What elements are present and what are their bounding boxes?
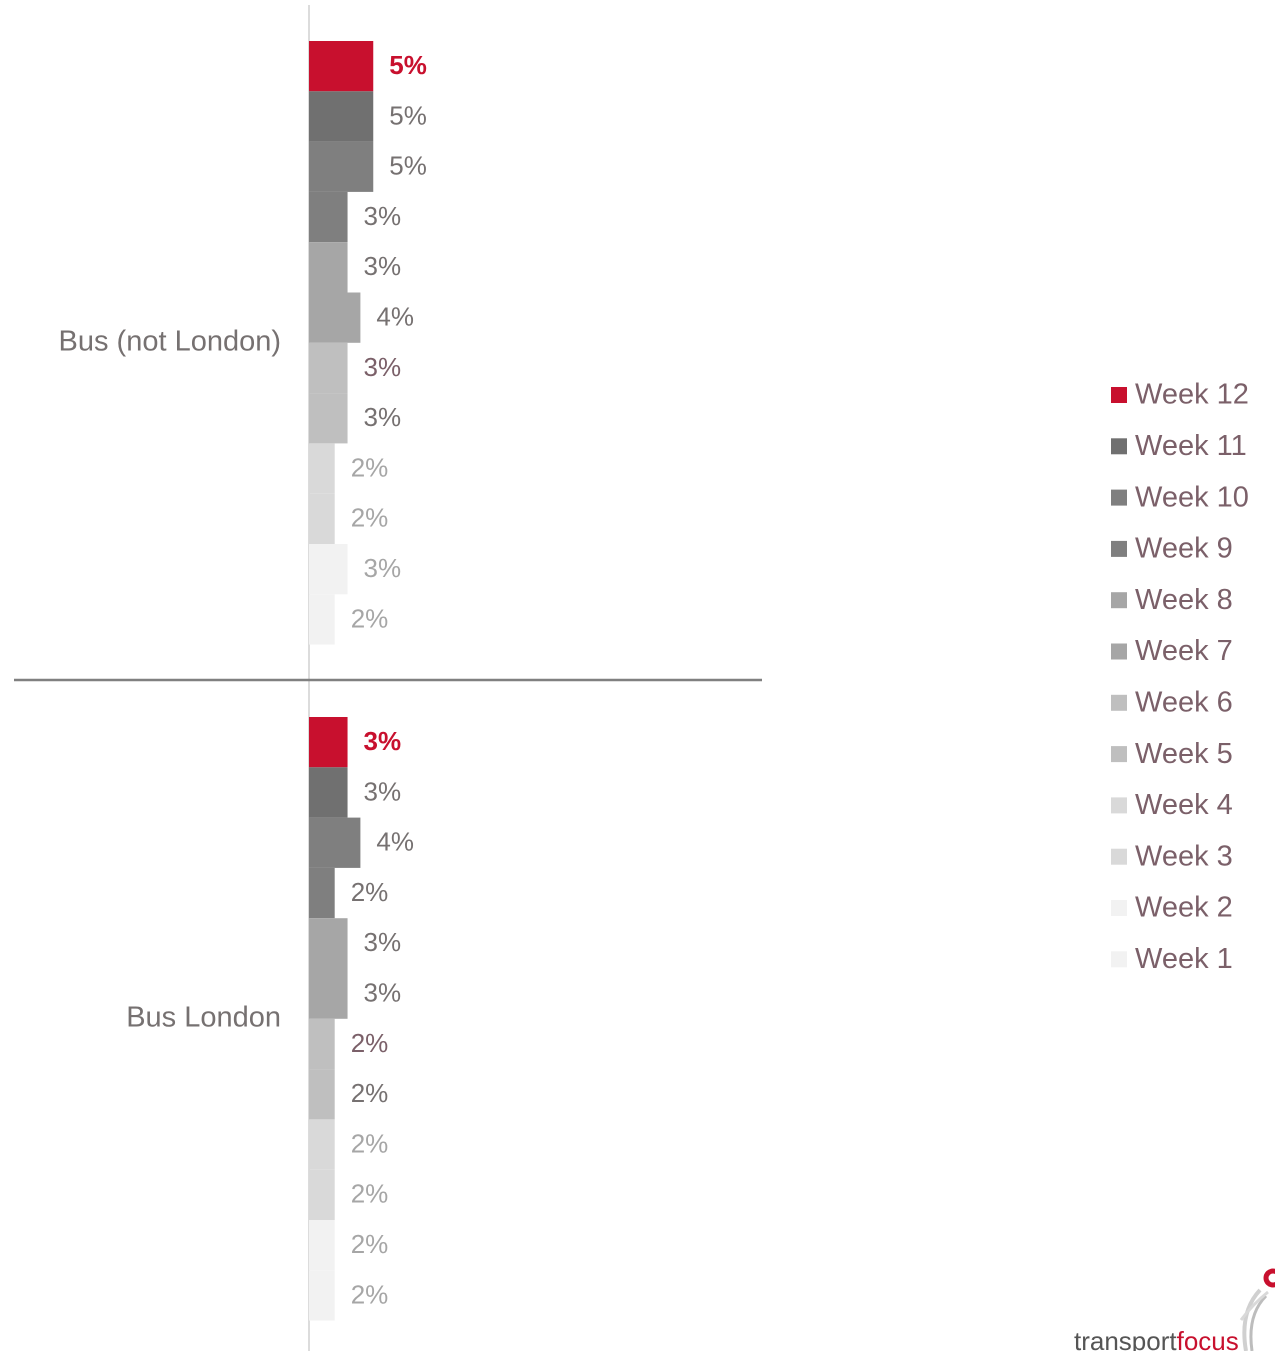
legend-swatch [1111, 489, 1127, 506]
bar [309, 191, 348, 243]
logo-text-main: transport [1074, 1326, 1177, 1351]
data-label: 3% [364, 402, 402, 432]
legend-swatch [1111, 540, 1127, 557]
legend-swatch [1111, 746, 1127, 763]
data-label: 2% [351, 503, 389, 533]
data-label: 4% [376, 827, 414, 857]
data-label: 3% [364, 553, 402, 583]
category-label: Bus (not London) [59, 326, 281, 358]
data-label: 2% [351, 1078, 389, 1108]
bar [309, 968, 348, 1019]
data-label: 2% [351, 452, 389, 482]
bar [309, 867, 335, 919]
legend-swatch [1111, 387, 1127, 403]
bar [309, 1169, 335, 1220]
legend-item: Week 3 [1135, 840, 1233, 872]
bar [309, 918, 348, 969]
legend-item: Week 5 [1135, 738, 1233, 770]
transport-focus-logo: transportfocus [1060, 1268, 1275, 1351]
legend-swatch [1111, 848, 1127, 865]
logo-wordmark: transportfocus [1074, 1326, 1239, 1351]
legend-swatch [1111, 694, 1127, 711]
logo-text-accent: focus [1176, 1326, 1239, 1351]
bar [309, 594, 335, 645]
bar [309, 41, 374, 92]
data-label: 3% [364, 352, 402, 382]
legend-swatch [1111, 643, 1127, 660]
data-label: 3% [364, 978, 402, 1008]
bar [309, 393, 348, 444]
bar [309, 91, 374, 142]
data-label: 5% [389, 100, 427, 130]
legend-item: Week 8 [1135, 584, 1233, 616]
bar [309, 817, 361, 868]
data-label: 2% [351, 1179, 389, 1209]
bar [309, 1119, 335, 1170]
data-label: 2% [351, 603, 389, 633]
legend-item: Week 9 [1135, 533, 1233, 565]
data-label: 3% [364, 201, 402, 231]
legend-item: Week 7 [1135, 635, 1233, 667]
data-label: 5% [389, 50, 427, 80]
legend-item: Week 6 [1135, 686, 1233, 718]
data-label: 4% [376, 302, 414, 332]
legend-swatch [1111, 438, 1127, 455]
data-label: 3% [364, 927, 402, 957]
data-label: 3% [364, 776, 402, 806]
bar [309, 767, 348, 818]
legend-item: Week 12 [1135, 379, 1249, 411]
legend-item: Week 4 [1135, 789, 1233, 821]
bar [309, 1018, 335, 1070]
bar [309, 717, 348, 768]
bar [309, 242, 348, 293]
bar [309, 443, 335, 494]
legend-swatch [1111, 900, 1127, 916]
bar [309, 544, 348, 595]
legend-swatch [1111, 951, 1127, 968]
bar [309, 1270, 335, 1321]
data-label: 2% [351, 1279, 389, 1309]
data-label: 3% [364, 251, 402, 281]
data-label: 2% [351, 1128, 389, 1158]
data-label: 3% [364, 726, 402, 756]
bar [309, 493, 335, 544]
legend-item: Week 2 [1135, 892, 1233, 924]
legend-item: Week 11 [1135, 430, 1247, 462]
data-label: 2% [351, 1229, 389, 1259]
logo-mark-icon [1239, 1268, 1275, 1351]
legend-item: Week 10 [1135, 481, 1249, 513]
bar [309, 1069, 335, 1120]
bar [309, 1220, 335, 1271]
data-label: 5% [389, 151, 427, 181]
bar [309, 141, 374, 192]
bar [309, 342, 348, 394]
legend-item: Week 1 [1135, 943, 1233, 975]
legend-swatch [1111, 797, 1127, 814]
category-label: Bus London [126, 1002, 281, 1034]
data-label: 2% [351, 877, 389, 907]
data-label: 2% [351, 1028, 389, 1058]
bar [309, 292, 361, 343]
legend-swatch [1111, 592, 1127, 609]
